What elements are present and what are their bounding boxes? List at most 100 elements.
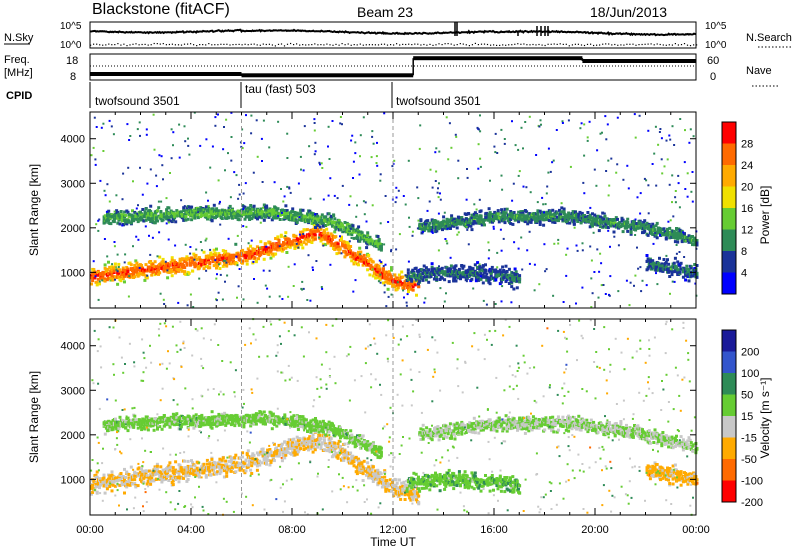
power-cell [676, 271, 680, 275]
power-noise-cell [164, 260, 167, 263]
power-cell [149, 269, 153, 273]
power-noise-cell [207, 205, 210, 208]
power-noise-cell [408, 225, 411, 228]
power-noise-cell [613, 235, 616, 238]
power-noise-cell [591, 292, 594, 295]
nsearch-dot [650, 43, 652, 45]
power-noise-cell [615, 171, 618, 174]
power-noise-cell [608, 294, 611, 297]
nsearch-dot [320, 44, 322, 46]
power-noise-cell [379, 179, 382, 182]
power-noise-cell [671, 125, 674, 128]
power-noise-cell [322, 244, 325, 247]
power-cell [378, 271, 382, 275]
power-cell [467, 268, 470, 272]
nsearch-dot [356, 44, 358, 46]
power-noise-cell [528, 262, 531, 265]
power-noise-cell [395, 186, 398, 189]
power-cell [177, 263, 181, 267]
power-cell [299, 240, 303, 244]
power-cell [227, 212, 231, 216]
velocity-cell [130, 478, 134, 482]
power-cell [589, 222, 593, 226]
power-cell [284, 236, 288, 240]
power-cell [487, 207, 491, 211]
power-noise-cell [224, 259, 227, 262]
nsky-strip: N.Sky 10^5 10^0 10^5 10^0 N.Search [4, 21, 792, 51]
power-cell [187, 256, 191, 260]
nsearch-dot [259, 44, 261, 46]
power-cell [393, 285, 397, 289]
nsearch-dot [544, 44, 546, 47]
nsearch-dot [338, 44, 340, 46]
power-noise-cell [238, 183, 241, 186]
power-cell [142, 273, 146, 277]
power-cell [112, 269, 116, 273]
power-noise-cell [390, 250, 392, 253]
power-cell [643, 219, 647, 223]
power-noise-cell [198, 277, 201, 280]
power-cell [511, 222, 515, 226]
power-cell [235, 262, 239, 265]
power-cell [351, 230, 355, 234]
power-cell [598, 215, 602, 219]
power-cell [276, 207, 280, 211]
power-cell [174, 266, 178, 270]
power-noise-cell [264, 284, 267, 287]
power-cell [678, 270, 682, 274]
power-noise-cell [245, 114, 247, 117]
power-cell [225, 214, 229, 218]
power-noise-cell [379, 173, 382, 176]
power-cell [231, 216, 234, 220]
nsearch-dot [123, 43, 125, 45]
power-cell [358, 239, 362, 243]
nsearch-dot [232, 44, 234, 46]
power-noise-cell [582, 181, 585, 184]
power-noise-cell [128, 275, 131, 278]
power-cell [402, 286, 406, 290]
power-cell [689, 266, 693, 270]
power-cell [154, 271, 158, 275]
power-cell [496, 270, 500, 274]
power-noise-cell [315, 260, 318, 262]
power-noise-cell [492, 225, 495, 228]
power-cell [189, 207, 192, 211]
power-cell [153, 214, 157, 218]
power-cell [161, 257, 165, 261]
velocity-cell [135, 471, 139, 475]
power-noise-cell [287, 265, 290, 268]
power-noise-cell [607, 194, 610, 197]
power-cell [337, 245, 341, 249]
power-cell [519, 213, 523, 217]
power-noise-cell [115, 268, 118, 271]
power-cell [183, 266, 187, 270]
power-noise-cell [115, 194, 118, 197]
power-cell [203, 207, 207, 211]
power-cell [221, 213, 225, 217]
power-noise-cell [671, 174, 674, 177]
power-noise-cell [172, 131, 175, 134]
power-cell [456, 222, 460, 226]
power-noise-cell [424, 220, 427, 223]
power-cell [341, 242, 345, 246]
power-cell [461, 275, 465, 279]
power-noise-cell [528, 115, 531, 118]
cpid-row: CPID twofsound 3501 tau (fast) 503 twofs… [6, 82, 481, 108]
power-cell [201, 212, 205, 216]
velocity-cell [166, 469, 170, 473]
nsearch-dot [396, 43, 398, 45]
power-cell [424, 266, 428, 270]
power-cell [679, 261, 683, 265]
power-cell [573, 210, 577, 214]
power-cell [290, 213, 294, 217]
power-noise-cell [329, 177, 332, 180]
power-cell [382, 267, 385, 271]
power-cell [170, 258, 174, 262]
power-cell [216, 214, 220, 217]
power-noise-cell [605, 170, 608, 172]
power-cell [252, 207, 256, 211]
power-cell [454, 264, 458, 268]
power-cell [427, 268, 431, 272]
velocity-cell [162, 475, 166, 479]
